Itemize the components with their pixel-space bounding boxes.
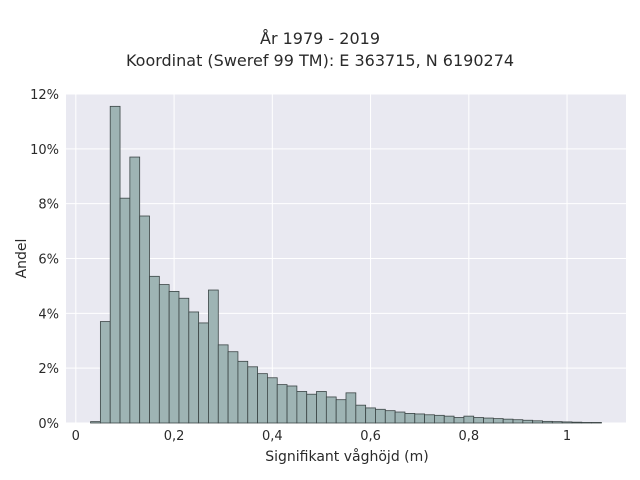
histogram-bar bbox=[532, 420, 543, 424]
histogram-bar bbox=[365, 407, 376, 424]
y-tick-label: 12% bbox=[30, 88, 59, 103]
histogram-bar bbox=[247, 366, 258, 424]
histogram-bar bbox=[286, 385, 298, 424]
histogram-bar bbox=[296, 391, 308, 424]
y-tick-label: 2% bbox=[38, 362, 59, 377]
histogram-bar bbox=[217, 344, 229, 424]
histogram-bar bbox=[129, 156, 141, 424]
histogram-bar bbox=[571, 421, 583, 424]
y-tick-label: 6% bbox=[38, 253, 59, 268]
histogram-bar bbox=[434, 414, 445, 424]
histogram-bar bbox=[99, 321, 111, 424]
y-axis-ticks: 0% 2% 4% 6% 8% 10% 12% bbox=[30, 88, 59, 432]
histogram-bar bbox=[325, 396, 337, 424]
x-tick-label: 0,6 bbox=[360, 429, 381, 444]
x-tick-label: 0,8 bbox=[458, 429, 479, 444]
histogram-bar bbox=[404, 413, 416, 424]
histogram-bar bbox=[483, 417, 494, 424]
histogram-bar bbox=[453, 417, 465, 424]
histogram-bar bbox=[551, 421, 563, 424]
histogram-bar bbox=[335, 399, 347, 424]
y-tick-label: 0% bbox=[38, 417, 59, 432]
histogram-bar bbox=[345, 392, 357, 424]
histogram-bar bbox=[443, 415, 455, 424]
chart-subtitle: Koordinat (Sweref 99 TM): E 363715, N 61… bbox=[125, 51, 515, 70]
histogram-bar bbox=[168, 290, 180, 424]
histogram-bar bbox=[384, 410, 396, 424]
histogram-bar bbox=[512, 419, 524, 424]
histogram-bar bbox=[257, 373, 268, 424]
histogram-bar bbox=[198, 322, 209, 424]
histogram-bar bbox=[316, 391, 327, 424]
histogram-bar bbox=[581, 422, 593, 424]
histogram-bar bbox=[227, 351, 239, 424]
histogram-bar bbox=[109, 105, 121, 424]
histogram-bar bbox=[473, 417, 484, 424]
histogram-bar bbox=[492, 418, 504, 424]
histogram-bar bbox=[139, 215, 150, 424]
histogram-bar bbox=[502, 418, 514, 424]
histogram-bar bbox=[178, 297, 190, 424]
histogram-bar bbox=[394, 411, 406, 424]
histogram-bar bbox=[463, 415, 475, 424]
x-tick-label: 0,2 bbox=[164, 429, 185, 444]
histogram-bar bbox=[90, 421, 101, 424]
y-tick-label: 10% bbox=[30, 143, 59, 158]
histogram-bar bbox=[188, 311, 200, 424]
y-tick-label: 8% bbox=[38, 198, 59, 213]
histogram-bar bbox=[355, 404, 367, 424]
y-axis-label: Andel bbox=[14, 239, 30, 279]
x-tick-label: 1 bbox=[563, 429, 571, 444]
x-axis-ticks: 0 0,2 0,4 0,6 0,8 1 bbox=[72, 429, 572, 444]
histogram-bar bbox=[208, 289, 219, 424]
histogram-bar bbox=[561, 421, 573, 424]
x-tick-label: 0,4 bbox=[262, 429, 283, 444]
histogram-bar bbox=[119, 197, 131, 424]
histogram-bar bbox=[237, 360, 249, 424]
histogram-bars bbox=[90, 105, 602, 424]
chart-title: År 1979 - 2019 bbox=[260, 29, 380, 48]
x-tick-label: 0 bbox=[72, 429, 80, 444]
histogram-bar bbox=[375, 408, 386, 424]
histogram-bar bbox=[267, 377, 278, 424]
y-tick-label: 4% bbox=[38, 307, 59, 322]
histogram-bar bbox=[306, 393, 317, 424]
histogram-bar bbox=[276, 384, 288, 424]
histogram-bar bbox=[158, 284, 170, 424]
histogram-bar bbox=[424, 414, 435, 424]
histogram-bar bbox=[149, 275, 160, 424]
histogram-bar bbox=[591, 422, 602, 424]
histogram-bar bbox=[522, 419, 534, 424]
histogram-bar bbox=[542, 420, 553, 424]
histogram-bar bbox=[414, 413, 425, 424]
x-axis-label: Signifikant våghöjd (m) bbox=[265, 448, 428, 465]
